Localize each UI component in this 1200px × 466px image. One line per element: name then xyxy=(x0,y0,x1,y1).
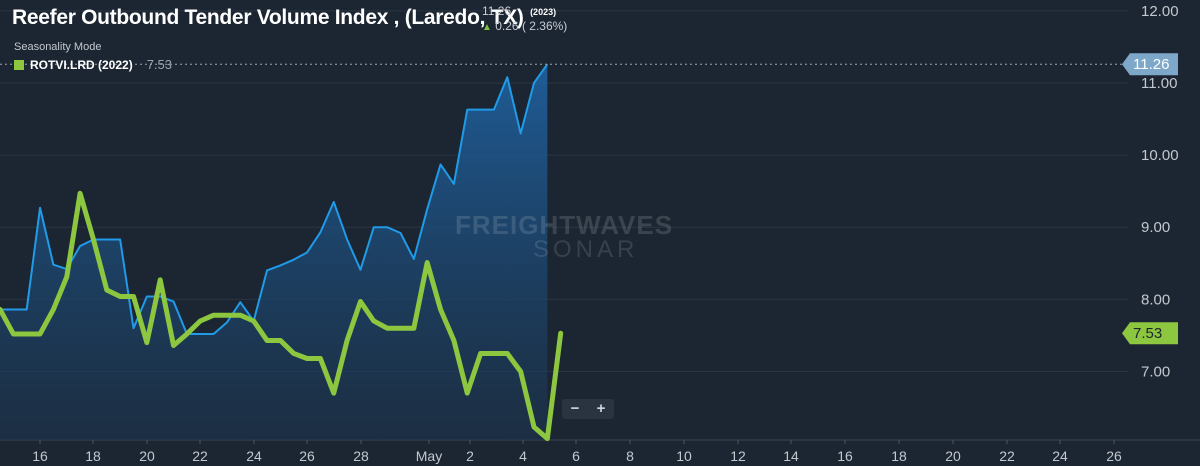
y-tick-label-4: 8.00 xyxy=(1141,291,1170,308)
x-tick-label-1: 18 xyxy=(85,448,101,464)
x-tick-label-20: 26 xyxy=(1106,448,1122,464)
change-readout: ▲ 0.26 ( 2.36%) xyxy=(482,19,567,35)
x-tick-label-13: 12 xyxy=(730,448,746,464)
x-tick-label-7: May xyxy=(416,448,442,464)
x-tick-label-2: 20 xyxy=(139,448,155,464)
last-value-tag-2022: 7.53 xyxy=(1122,322,1178,345)
y-tick-label-2: 10.00 xyxy=(1141,147,1179,164)
x-tick-label-0: 16 xyxy=(32,448,48,464)
last-value-block: 11.26 ▲ 0.26 ( 2.36%) xyxy=(482,4,567,35)
x-tick-label-18: 22 xyxy=(999,448,1015,464)
last-value-tag-2023: 11.26 xyxy=(1122,53,1178,76)
y-tick-label-5: 7.00 xyxy=(1141,363,1170,380)
watermark-freightwaves: FREIGHTWAVES xyxy=(455,210,674,240)
legend-label: ROTVI.LRD (2022) xyxy=(30,57,133,72)
x-tick-label-15: 16 xyxy=(837,448,853,464)
x-tick-label-11: 8 xyxy=(626,448,634,464)
x-tick-label-12: 10 xyxy=(676,448,692,464)
x-tick-label-10: 6 xyxy=(572,448,580,464)
x-tick-label-6: 28 xyxy=(353,448,369,464)
watermark-sonar: SONAR xyxy=(533,236,639,263)
mode-label: Seasonality Mode xyxy=(14,41,102,53)
y-tick-label-0: 12.00 xyxy=(1141,3,1179,20)
x-tick-label-14: 14 xyxy=(783,448,799,464)
series-2022-line xyxy=(0,190,564,442)
svg-text:11.26: 11.26 xyxy=(1133,56,1169,73)
zoom-in-button[interactable]: + xyxy=(596,400,606,417)
y-tick-label-1: 11.00 xyxy=(1141,75,1177,92)
y-tick-label-3: 9.00 xyxy=(1141,219,1170,236)
x-tick-label-16: 18 xyxy=(891,448,907,464)
x-tick-label-5: 26 xyxy=(299,448,315,464)
x-tick-label-4: 24 xyxy=(246,448,262,464)
series-2023-area xyxy=(0,64,548,441)
x-tick-label-3: 22 xyxy=(192,448,208,464)
zoom-out-button[interactable]: − xyxy=(570,400,580,417)
legend-item-2022[interactable]: ROTVI.LRD (2022) 7.53 xyxy=(14,57,172,72)
chart-title: Reefer Outbound Tender Volume Index , (L… xyxy=(12,6,524,29)
zoom-controls: − + xyxy=(562,399,614,419)
last-value: 11.26 xyxy=(482,4,512,18)
x-tick-label-9: 4 xyxy=(519,448,527,464)
svg-text:7.53: 7.53 xyxy=(1133,325,1162,342)
up-arrow-icon: ▲ xyxy=(482,22,492,33)
change-value: 0.26 ( 2.36%) xyxy=(495,19,568,33)
legend-swatch xyxy=(14,59,24,70)
x-tick-label-8: 2 xyxy=(466,448,474,464)
x-tick-label-17: 20 xyxy=(945,448,961,464)
chart-title-year: (2023) xyxy=(530,7,557,17)
legend-value: 7.53 xyxy=(146,57,172,72)
chart-header: Reefer Outbound Tender Volume Index , (L… xyxy=(12,6,556,30)
x-tick-label-19: 24 xyxy=(1052,448,1068,464)
